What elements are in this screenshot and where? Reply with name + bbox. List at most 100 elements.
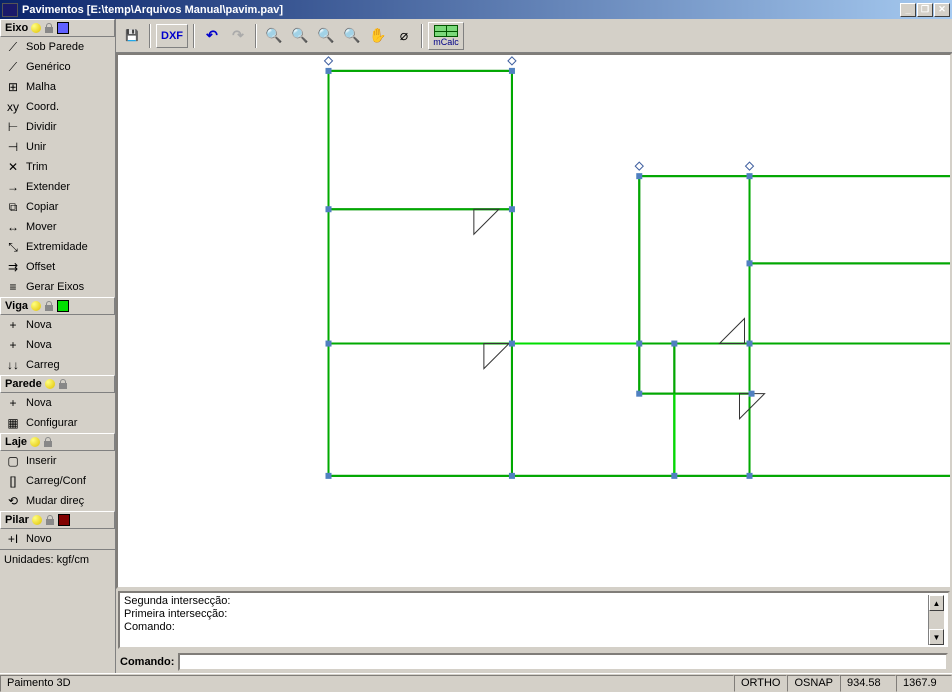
copy-icon: ⧉ [4, 199, 22, 215]
tool-viga-2[interactable]: ↓↓Carreg [0, 355, 115, 375]
generate-icon: ≡ [4, 279, 22, 295]
drawing-canvas[interactable] [116, 53, 952, 589]
section-header-parede[interactable]: Parede [0, 375, 115, 393]
tool-label: Carreg/Conf [26, 475, 86, 487]
units-label: Unidades: kgf/cm [0, 549, 115, 568]
bulb-icon [31, 301, 41, 311]
tool-laje-0[interactable]: ▢ Inserir [0, 451, 115, 471]
tool-viga-1[interactable]: + Nova [0, 335, 115, 355]
tool-parede-0[interactable]: +Nova [0, 393, 115, 413]
extend-icon: → [4, 179, 22, 195]
tool-label: Malha [26, 81, 56, 93]
tool-eixo-0[interactable]: ⟋ Sob Parede [0, 37, 115, 57]
tool-eixo-9[interactable]: ↔Mover [0, 217, 115, 237]
endpoint-icon: ⤡ [4, 239, 22, 255]
tool-eixo-7[interactable]: →Extender [0, 177, 115, 197]
tool-viga-0[interactable]: +Nova [0, 315, 115, 335]
zoom-out-button[interactable]: 🔍 [340, 24, 364, 48]
move-icon: ↔ [4, 219, 22, 235]
section-header-viga[interactable]: Viga [0, 297, 115, 315]
swatch [57, 300, 69, 312]
axis-generic-icon: ⟋ [4, 59, 22, 75]
tool-label: Gerar Eixos [26, 281, 84, 293]
tool-eixo-8[interactable]: ⧉ Copiar [0, 197, 115, 217]
section-header-eixo[interactable]: Eixo [0, 19, 115, 37]
tool-label: Unir [26, 141, 46, 153]
tool-laje-1[interactable]: [] Carreg/Conf [0, 471, 115, 491]
sidebar: Eixo ⟋ Sob Parede ⟋Genérico ⊞ Malha xyCoord.⊢… [0, 19, 116, 673]
tool-label: Coord. [26, 101, 59, 113]
join-icon: ⊣ [4, 139, 22, 155]
load-icon: ↓↓ [4, 357, 22, 373]
tool-label: Sob Parede [26, 41, 84, 53]
scroll-down-button[interactable]: ▼ [929, 629, 944, 645]
command-history: Segunda intersecção: Primeira intersecçã… [118, 591, 950, 649]
command-input[interactable] [178, 653, 948, 671]
tool-eixo-5[interactable]: ⊣ Unir [0, 137, 115, 157]
section-header-laje[interactable]: Laje [0, 433, 115, 451]
tool-label: Copiar [26, 201, 58, 213]
pan-button[interactable]: ✋ [366, 24, 390, 48]
tool-label: Dividir [26, 121, 57, 133]
window-title: Pavimentos [E:\temp\Arquivos Manual\pavi… [22, 4, 900, 16]
tool-pilar-0[interactable]: +INovo [0, 529, 115, 549]
floor-plan [118, 55, 950, 587]
offset-icon: ⇉ [4, 259, 22, 275]
slab-conf-icon: [] [4, 473, 22, 489]
tool-eixo-10[interactable]: ⤡ Extremidade [0, 237, 115, 257]
mcalc-button[interactable]: mCalc [428, 22, 464, 50]
status-y: 1367.9 [896, 675, 952, 692]
console-line: Primeira intersecção: [124, 608, 928, 621]
tool-laje-2[interactable]: ⟲Mudar direç [0, 491, 115, 511]
axis-wall-icon: ⟋ [4, 39, 22, 55]
new-beam-icon: + [4, 317, 22, 333]
bulb-icon [32, 515, 42, 525]
command-label: Comando: [120, 656, 174, 668]
tool-eixo-4[interactable]: ⊢Dividir [0, 117, 115, 137]
zoom-window-button[interactable]: 🔍 [288, 24, 312, 48]
bulb-icon [30, 437, 40, 447]
new-beam2-icon: + [4, 337, 22, 353]
zoom-extents-button[interactable]: 🔍 [262, 24, 286, 48]
lock-icon [44, 23, 54, 33]
section-header-pilar[interactable]: Pilar [0, 511, 115, 529]
console-scrollbar[interactable]: ▲ ▼ [928, 595, 944, 645]
config-icon: ▦ [4, 415, 22, 431]
maximize-button[interactable]: ❐ [917, 3, 933, 17]
zoom-in-button[interactable]: 🔍 [314, 24, 338, 48]
tool-eixo-11[interactable]: ⇉ Offset [0, 257, 115, 277]
dxf-button[interactable]: DXF [156, 24, 188, 48]
tool-label: Extremidade [26, 241, 88, 253]
save-button[interactable]: 💾 [120, 24, 144, 48]
status-osnap[interactable]: OSNAP [787, 675, 840, 692]
tool-eixo-1[interactable]: ⟋Genérico [0, 57, 115, 77]
tool-label: Nova [26, 339, 52, 351]
swatch [57, 22, 69, 34]
tool-label: Offset [26, 261, 55, 273]
tool-eixo-2[interactable]: ⊞ Malha [0, 77, 115, 97]
titlebar: Pavimentos [E:\temp\Arquivos Manual\pavi… [0, 0, 952, 19]
toolbar: 💾 DXF ↶ ↷ 🔍 🔍 🔍 🔍 ✋ ⌀ mCalc [116, 19, 952, 53]
command-row: Comando: [116, 651, 952, 673]
tool-label: Mudar direç [26, 495, 84, 507]
scroll-up-button[interactable]: ▲ [929, 595, 944, 611]
lock-icon [45, 515, 55, 525]
tool-eixo-12[interactable]: ≡ Gerar Eixos [0, 277, 115, 297]
tool-label: Nova [26, 397, 52, 409]
status-left: Paimento 3D [0, 675, 734, 692]
tool-eixo-3[interactable]: xyCoord. [0, 97, 115, 117]
undo-button[interactable]: ↶ [200, 24, 224, 48]
tool-eixo-6[interactable]: ✕Trim [0, 157, 115, 177]
tool-label: Inserir [26, 455, 57, 467]
minimize-button[interactable]: _ [900, 3, 916, 17]
insert-icon: ▢ [4, 453, 22, 469]
grid-icon: ⊞ [4, 79, 22, 95]
redo-button[interactable]: ↷ [226, 24, 250, 48]
status-ortho[interactable]: ORTHO [734, 675, 788, 692]
close-button[interactable]: ✕ [934, 3, 950, 17]
status-x: 934.58 [840, 675, 896, 692]
erase-button[interactable]: ⌀ [392, 24, 416, 48]
tool-label: Novo [26, 533, 52, 545]
bulb-icon [31, 23, 41, 33]
tool-parede-1[interactable]: ▦Configurar [0, 413, 115, 433]
